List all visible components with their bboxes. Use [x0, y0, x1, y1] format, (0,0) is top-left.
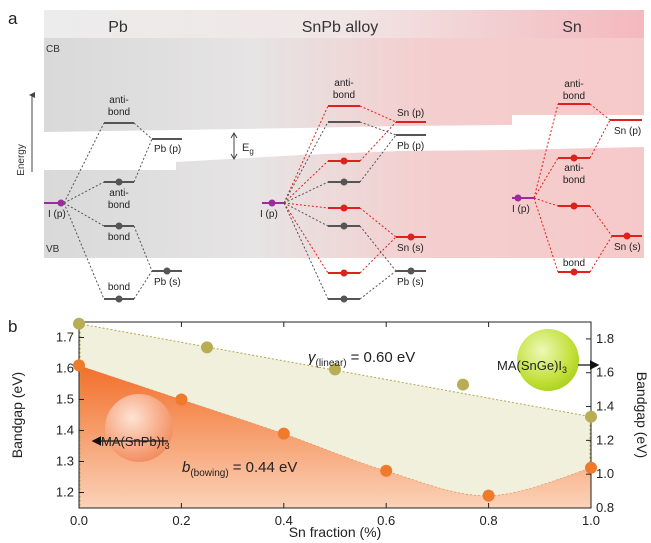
y-tick-label: 1.5: [56, 392, 74, 407]
y-tick-label: 1.7: [56, 330, 74, 345]
svg-text:I (p): I (p): [512, 204, 530, 215]
pb-column: [63, 122, 153, 300]
point-snpb: [277, 427, 290, 440]
pb-labels: anti- bond anti- bond bond bond I (p) Pb…: [48, 95, 181, 293]
alloy-labels: anti- bond I (p) Sn (p) Pb (p) Sn (s) Pb…: [260, 78, 424, 288]
svg-text:bond: bond: [108, 200, 130, 211]
chart-axes: 0.0 0.2 0.4 0.6 0.8 1.01.21.31.41.51.61.70.81…: [56, 322, 614, 528]
eg-label: Eg: [242, 142, 254, 156]
svg-text:Pb (s): Pb (s): [154, 277, 181, 288]
point-snge: [73, 317, 85, 330]
point-snge: [329, 363, 341, 376]
svg-text:I (p): I (p): [260, 209, 278, 220]
x-tick-label: 0.8: [480, 513, 498, 528]
x-tick-label: 0.6: [377, 513, 395, 528]
panel-a: a Pb SnPb alloy Sn CB VB Energy Eg: [8, 9, 644, 303]
y2-tick-label: 1.6: [596, 365, 614, 380]
y2-tick-label: 1.0: [596, 466, 614, 481]
alloy-connectors: [283, 105, 397, 300]
svg-text:Pb (p): Pb (p): [397, 141, 424, 152]
y2-axis-label: Bandgap (eV): [634, 372, 650, 458]
x-tick-label: 0.2: [172, 513, 190, 528]
svg-text:I (p): I (p): [48, 209, 66, 220]
pb-levels: [44, 122, 182, 303]
bubble-snge: [517, 329, 579, 391]
alloy-levels: [262, 105, 426, 303]
svg-text:anti-: anti-: [564, 163, 583, 174]
bubble-snpb: [105, 394, 173, 462]
y-tick-label: 1.6: [56, 361, 74, 376]
sn-labels: anti- bond anti- bond bond bond I (p) Sn…: [512, 79, 641, 269]
svg-text:bond: bond: [108, 282, 130, 293]
bubble-snpb-label: MA(SnPb)I3: [101, 434, 170, 451]
point-snpb: [380, 464, 393, 477]
x-tick-label: 1.0: [582, 513, 600, 528]
sn-levels: [512, 103, 642, 276]
conduction-band: [44, 38, 644, 132]
valence-band: [44, 147, 644, 258]
eg-arrow-bottom: [230, 153, 238, 160]
svg-text:bond: bond: [563, 91, 585, 102]
y-axis-label: Bandgap (eV): [9, 372, 25, 458]
svg-text:Pb (s): Pb (s): [397, 277, 424, 288]
svg-text:bond: bond: [108, 232, 130, 243]
panel-b: b 0.0 0.2 0.4 0.6 0.8 1.01.21.31.41.51.61.70.…: [8, 317, 650, 540]
point-snpb: [585, 461, 597, 474]
svg-text:Pb (p): Pb (p): [154, 144, 181, 155]
point-snge: [457, 378, 469, 391]
point-snpb: [73, 359, 85, 372]
svg-text:anti-: anti-: [109, 188, 128, 199]
point-snpb: [175, 393, 188, 406]
y-tick-label: 1.2: [56, 485, 74, 500]
svg-text:Sn (p): Sn (p): [614, 126, 641, 137]
svg-text:Sn (p): Sn (p): [397, 108, 424, 119]
svg-text:anti-: anti-: [564, 79, 583, 90]
bowing-annotation: b(bowing) = 0.44 eV: [182, 459, 297, 479]
bubble-snge-label: MA(SnGe)I3: [497, 358, 567, 375]
y2-tick-label: 1.4: [596, 399, 614, 414]
point-snge: [585, 410, 597, 423]
panel-b-label: b: [8, 317, 17, 336]
y-tick-label: 1.3: [56, 454, 74, 469]
y2-tick-label: 1.8: [596, 331, 614, 346]
point-snge: [201, 341, 213, 354]
energy-label: Energy: [16, 144, 27, 176]
bowing-area: [79, 365, 591, 508]
cb-label: CB: [46, 44, 60, 55]
eg-arrow-top: [230, 132, 238, 139]
x-tick-label: 0.4: [275, 513, 293, 528]
y2-tick-label: 0.8: [596, 500, 614, 515]
linear-area: [79, 323, 591, 496]
svg-text:anti-: anti-: [109, 95, 128, 106]
svg-text:Sn (s): Sn (s): [397, 243, 424, 254]
svg-text:bond: bond: [563, 258, 585, 269]
header-strip: [44, 10, 644, 38]
sn-connectors: [533, 103, 613, 273]
x-tick-label: 0.0: [70, 513, 88, 528]
y-tick-label: 1.4: [56, 423, 74, 438]
chart-marks: [73, 317, 597, 502]
svg-text:Sn (s): Sn (s): [614, 242, 641, 253]
svg-text:bond: bond: [333, 90, 355, 101]
vb-label: VB: [46, 244, 60, 255]
point-snpb: [482, 489, 495, 502]
svg-text:anti-: anti-: [334, 78, 353, 89]
header-pb: Pb: [108, 19, 128, 36]
header-sn: Sn: [562, 19, 582, 36]
panel-a-label: a: [8, 9, 18, 28]
y2-tick-label: 1.2: [596, 432, 614, 447]
svg-text:bond: bond: [108, 107, 130, 118]
header-alloy: SnPb alloy: [302, 19, 379, 36]
svg-text:bond: bond: [563, 175, 585, 186]
x-axis-label: Sn fraction (%): [289, 524, 382, 540]
linear-annotation: γ(linear) = 0.60 eV: [308, 349, 415, 369]
